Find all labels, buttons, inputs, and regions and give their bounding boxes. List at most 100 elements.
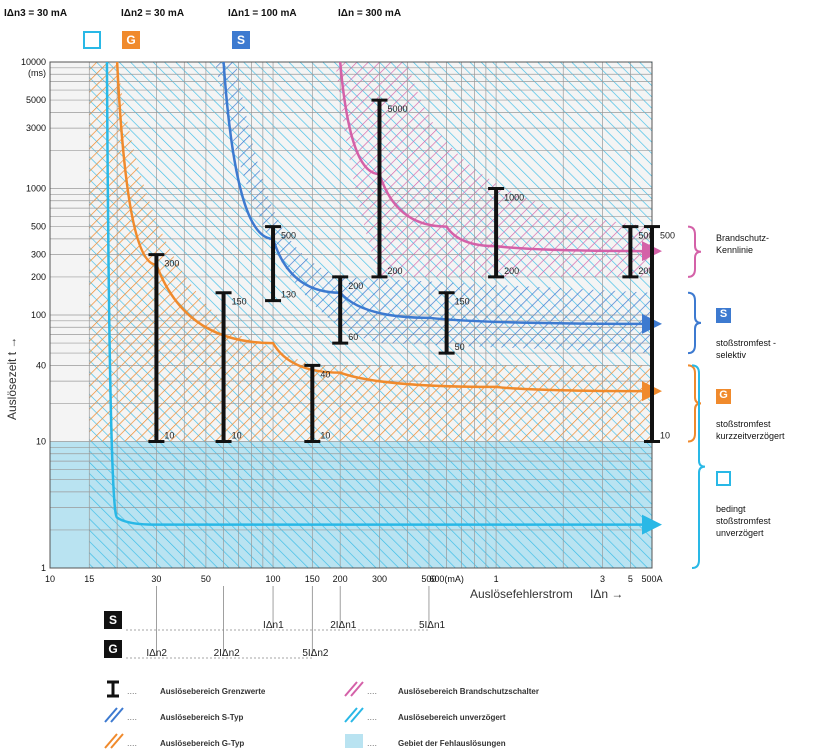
chart-extras: IΔn1 2IΔn1 5IΔn1 IΔn2 2IΔn2 5IΔn2............…	[104, 225, 706, 749]
grid	[49, 61, 653, 569]
legend-dots: ....	[127, 738, 137, 748]
legend-dots: ....	[367, 738, 377, 748]
side-badge-g: G	[716, 389, 731, 404]
side-label-g: G stoßstromfest kurzzeitverzögert	[716, 377, 785, 442]
legend-dots: ....	[367, 686, 377, 696]
x-tick-label: 3	[600, 574, 605, 584]
limit-bar-high-label: 500	[638, 231, 653, 241]
limit-bar-high-label: 150	[232, 297, 247, 307]
x-tick-label: 1	[494, 574, 499, 584]
limit-bar-low-label: 10	[320, 431, 330, 441]
y-tick-label: 300	[31, 250, 46, 260]
x-axis-symbol: IΔn →	[590, 587, 623, 601]
legend-swatch-s-typ-2	[110, 707, 124, 723]
bottom-badge-s: S	[104, 611, 122, 629]
y-tick-label: 500	[31, 222, 46, 232]
limit-bar-low-label: 130	[281, 290, 296, 300]
side-label-unverzoegert: bedingt stoßstromfest unverzögert	[716, 459, 771, 539]
region-g-typ	[89, 62, 653, 442]
x-tick-label: 5	[628, 574, 633, 584]
y-tick-label: 10000	[21, 57, 46, 67]
legend-dots: ....	[127, 712, 137, 722]
header-i-delta-n2: IΔn2 = 30 mA	[121, 8, 185, 19]
region-s-typ	[215, 62, 652, 354]
legend-grenzwerte: Auslösebereich Grenzwerte	[160, 687, 266, 696]
legend-dots: ....	[127, 686, 137, 696]
curve-brandschutz	[338, 61, 662, 262]
y-tick-label: 3000	[26, 123, 46, 133]
limit-bar-low-label: 200	[504, 266, 519, 276]
x-tick-label: 150	[305, 574, 320, 584]
brace-unverzoegert	[691, 364, 706, 569]
legend-brandschutz: Auslösebereich Brandschutzschalter	[398, 687, 539, 696]
legend-dots: ....	[367, 712, 377, 722]
side-text-unverzoegert: bedingt stoßstromfest unverzögert	[716, 504, 771, 538]
badge-unverzoegert	[83, 31, 101, 49]
limit-bar-high-label: 200	[348, 281, 363, 291]
legend-fehlausloesung: Gebiet der Fehlauslösungen	[398, 739, 506, 748]
header-i-delta-n1: IΔn1 = 100 mA	[228, 8, 297, 19]
y-tick-label: 40	[36, 360, 46, 370]
badge-g: G	[122, 31, 140, 49]
bottom-badge-g: G	[104, 640, 122, 658]
brace-s	[687, 291, 702, 355]
limit-bar-low-label: 10	[232, 431, 242, 441]
x-tick-label: 200	[333, 574, 348, 584]
side-label-brandschutz: Brandschutz- Kennlinie	[716, 233, 770, 255]
legend-swatch-unverzoegert-2	[350, 707, 364, 723]
y-tick-label: 1000	[26, 184, 46, 194]
x-tick-label: 500A	[641, 574, 662, 584]
curve-g-typ	[115, 61, 662, 402]
curve-unverzoegert	[105, 61, 662, 535]
y-tick-label: 10	[36, 437, 46, 447]
x-axis-title: Auslösefehlerstrom	[470, 587, 573, 601]
side-badge-s: S	[716, 308, 731, 323]
y-tick-label: 5000	[26, 95, 46, 105]
y-tick-label: 1	[41, 563, 46, 573]
g-guide-label: 5IΔn2	[302, 648, 329, 659]
legend-swatch-g-typ-2	[110, 733, 124, 749]
y-tick-label: 200	[31, 272, 46, 282]
y-axis-title: Auslösezeit t →	[5, 337, 19, 420]
x-tick-label: 50	[201, 574, 211, 584]
x-tick-label: 600(mA)	[429, 574, 464, 584]
g-guide-label: 2IΔn2	[214, 648, 241, 659]
s-guide-label: 5IΔn1	[419, 620, 446, 631]
side-badge-unverzoegert	[716, 471, 731, 486]
brace-g	[687, 364, 702, 443]
x-tick-label: 100	[266, 574, 281, 584]
limit-bar-high-label: 1000	[504, 193, 524, 203]
legend-swatch-brandschutz	[344, 681, 358, 697]
legend-swatch-fehlausloesung	[345, 734, 363, 748]
brace-brandschutz	[687, 225, 702, 278]
limit-bar-low-label: 10	[164, 431, 174, 441]
header-i-delta-n: IΔn = 300 mA	[338, 8, 402, 19]
legend-swatch-s-typ	[104, 707, 118, 723]
s-guide-label: 2IΔn1	[330, 620, 357, 631]
limit-bar-low-label: 200	[387, 266, 402, 276]
limit-bars: 300 10 150 10 40 10 500 130 200 60 150 50 5000 200 100…	[148, 98, 675, 443]
legend-swatch-unverzoegert	[344, 707, 358, 723]
limit-bar-high-label: 300	[164, 259, 179, 269]
limit-bar-high-label: 5000	[387, 104, 407, 114]
side-text-g: stoßstromfest kurzzeitverzögert	[716, 419, 785, 441]
legend-s-typ: Auslösebereich S-Typ	[160, 713, 244, 722]
x-tick-label: 30	[151, 574, 161, 584]
region-brandschutz	[335, 62, 652, 277]
limit-bar-low-label: 60	[348, 332, 358, 342]
limit-bar-high-label: 500	[281, 231, 296, 241]
y-tick-label: 100	[31, 310, 46, 320]
legend-swatch-g-typ	[104, 733, 118, 749]
s-guide-label: IΔn1	[263, 620, 284, 631]
limit-bar-low-label: 200	[638, 266, 653, 276]
side-label-s: S stoßstromfest - selektiv	[716, 296, 776, 361]
side-text-s: stoßstromfest - selektiv	[716, 338, 777, 360]
header-i-delta-n3: IΔn3 = 30 mA	[4, 8, 68, 19]
limit-bar-low-label: 10	[660, 431, 670, 441]
y-tick-label: (ms)	[28, 68, 46, 78]
x-tick-label: 500	[421, 574, 436, 584]
legend-swatch-brandschutz-2	[350, 681, 364, 697]
x-tick-label: 10	[45, 574, 55, 584]
